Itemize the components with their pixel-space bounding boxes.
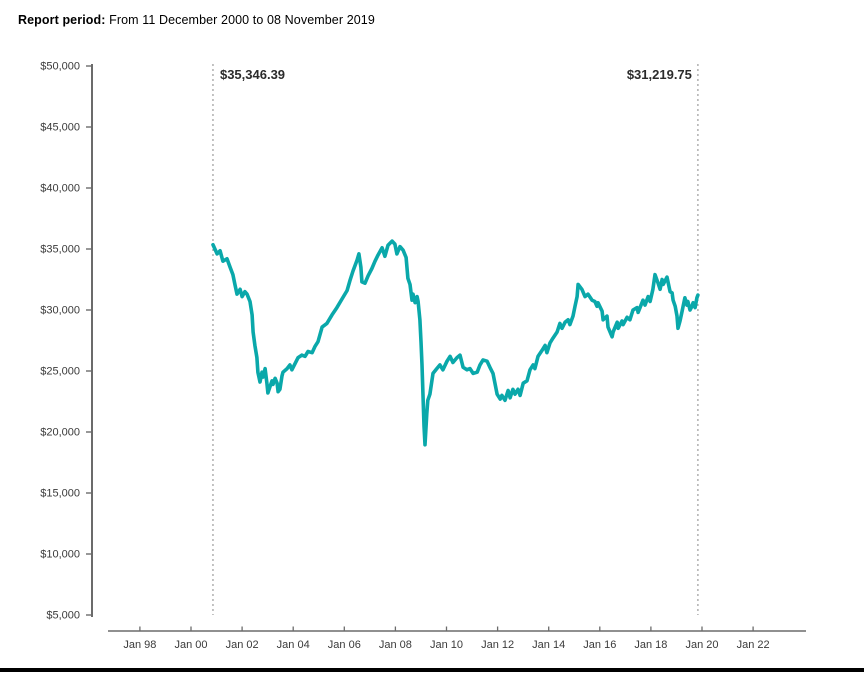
y-tick-label: $35,000: [40, 244, 80, 256]
x-tick-label: Jan 20: [685, 639, 718, 651]
y-tick-label: $25,000: [40, 366, 80, 378]
page-divider: [0, 668, 864, 672]
y-tick-label: $15,000: [40, 488, 80, 500]
x-tick-label: Jan 08: [379, 639, 412, 651]
x-tick-label: Jan 00: [174, 639, 207, 651]
report-period: Report period: From 11 December 2000 to …: [18, 13, 375, 27]
x-tick-label: Jan 10: [430, 639, 463, 651]
report-period-label: Report period:: [18, 13, 106, 27]
x-tick-label: Jan 16: [583, 639, 616, 651]
y-tick-label: $40,000: [40, 183, 80, 195]
y-tick-label: $5,000: [46, 610, 80, 622]
y-tick-label: $50,000: [40, 61, 80, 73]
y-tick-label: $30,000: [40, 305, 80, 317]
x-tick-label: Jan 98: [123, 639, 156, 651]
x-tick-label: Jan 02: [226, 639, 259, 651]
x-tick-label: Jan 04: [277, 639, 310, 651]
end-value-label: $31,219.75: [627, 67, 692, 82]
x-tick-label: Jan 14: [532, 639, 565, 651]
y-tick-label: $20,000: [40, 427, 80, 439]
x-tick-label: Jan 18: [634, 639, 667, 651]
report-period-value: From 11 December 2000 to 08 November 201…: [109, 13, 375, 27]
series-line: [211, 239, 700, 447]
y-tick-label: $10,000: [40, 549, 80, 561]
y-tick-label: $45,000: [40, 122, 80, 134]
start-value-label: $35,346.39: [220, 67, 285, 82]
x-tick-label: Jan 12: [481, 639, 514, 651]
x-tick-label: Jan 06: [328, 639, 361, 651]
x-tick-label: Jan 22: [737, 639, 770, 651]
